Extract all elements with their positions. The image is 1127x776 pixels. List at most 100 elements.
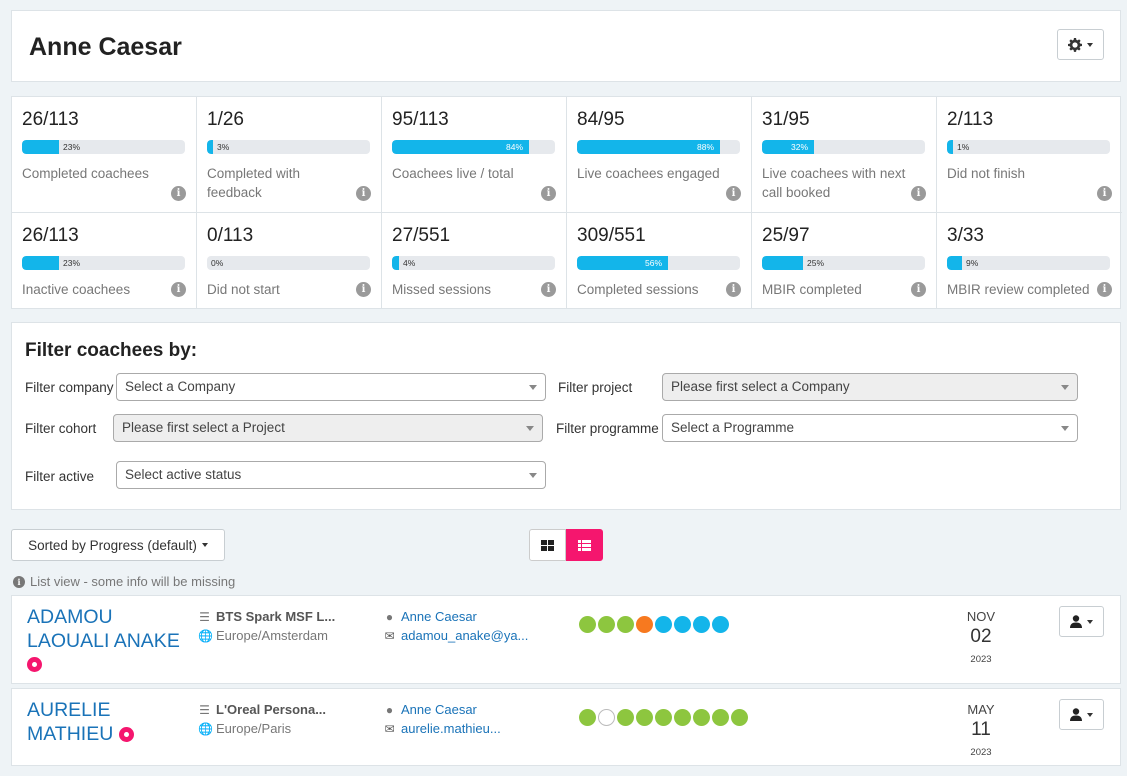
filter-project-select[interactable]: Please first select a Company bbox=[662, 373, 1078, 401]
filter-programme-select[interactable]: Select a Programme bbox=[662, 414, 1078, 442]
session-dot-done[interactable] bbox=[693, 709, 710, 726]
email-link[interactable]: adamou_anake@ya... bbox=[401, 628, 529, 643]
stat-card: 309/551 56% Completed sessions i bbox=[567, 213, 752, 309]
stat-value: 26/113 bbox=[22, 109, 79, 130]
stat-card: 1/26 3% Completed with feedback i bbox=[197, 97, 382, 213]
stat-value: 31/95 bbox=[762, 109, 810, 130]
info-icon[interactable]: i bbox=[541, 186, 556, 201]
timezone: Europe/Amsterdam bbox=[216, 628, 328, 643]
coachee-actions-button[interactable] bbox=[1059, 699, 1104, 730]
coachee-name-link[interactable]: ADAMOU LAOUALI ANAKE bbox=[27, 606, 180, 652]
progress-bar: 56% bbox=[577, 256, 740, 270]
date-block: NOV 02 2023 bbox=[961, 609, 1001, 665]
progress-percent: 3% bbox=[217, 142, 230, 152]
coachee-actions-button[interactable] bbox=[1059, 606, 1104, 637]
grid-view-button[interactable] bbox=[529, 529, 566, 561]
stat-value: 95/113 bbox=[392, 109, 449, 130]
info-icon[interactable]: i bbox=[911, 186, 926, 201]
info-icon: i bbox=[13, 575, 25, 588]
info-icon[interactable]: i bbox=[171, 186, 186, 201]
list-view-note: i List view - some info will be missing bbox=[13, 574, 235, 589]
session-dot-booked[interactable] bbox=[674, 616, 691, 633]
stat-label: Live coachees with next call booked bbox=[762, 166, 906, 200]
list-view-button[interactable] bbox=[566, 529, 603, 561]
date-year: 2023 bbox=[970, 654, 992, 665]
session-dot-booked[interactable] bbox=[712, 616, 729, 633]
info-icon[interactable]: i bbox=[1097, 186, 1112, 201]
coachee-name-cell: AURELIE MATHIEU bbox=[27, 699, 192, 746]
email-link[interactable]: aurelie.mathieu... bbox=[401, 721, 501, 736]
stat-card: 26/113 23% Completed coachees i bbox=[12, 97, 197, 213]
info-icon[interactable]: i bbox=[171, 282, 186, 297]
stat-value: 25/97 bbox=[762, 225, 810, 246]
stat-label: Completed with feedback bbox=[207, 166, 301, 200]
dropdown-arrow-icon bbox=[529, 473, 537, 478]
session-dot-booked[interactable] bbox=[693, 616, 710, 633]
stat-value: 84/95 bbox=[577, 109, 625, 130]
session-dot-done[interactable] bbox=[636, 709, 653, 726]
progress-bar: 4% bbox=[392, 256, 555, 270]
coach-link[interactable]: Anne Caesar bbox=[401, 609, 477, 624]
coach-link[interactable]: Anne Caesar bbox=[401, 702, 477, 717]
programme-name: BTS Spark MSF L... bbox=[216, 609, 336, 624]
session-dot-done[interactable] bbox=[579, 709, 596, 726]
settings-dropdown-button[interactable] bbox=[1057, 29, 1104, 60]
progress-fill bbox=[577, 256, 668, 270]
progress-bar: 23% bbox=[22, 140, 185, 154]
list-icon bbox=[578, 539, 591, 551]
coachee-row: ADAMOU LAOUALI ANAKE ☰ BTS Spark MSF L...… bbox=[11, 595, 1121, 684]
session-dot-done[interactable] bbox=[617, 616, 634, 633]
session-dot-done[interactable] bbox=[712, 709, 729, 726]
session-dot-missed[interactable] bbox=[636, 616, 653, 633]
user-icon bbox=[1070, 708, 1082, 721]
info-icon[interactable]: i bbox=[541, 282, 556, 297]
stat-value: 2/113 bbox=[947, 109, 994, 130]
sort-dropdown-button[interactable]: Sorted by Progress (default) bbox=[11, 529, 225, 561]
filter-active-select[interactable]: Select active status bbox=[116, 461, 546, 489]
stat-label: Completed coachees bbox=[22, 166, 149, 181]
progress-percent: 9% bbox=[966, 258, 979, 268]
info-icon[interactable]: i bbox=[1097, 282, 1112, 297]
filter-panel: Filter coachees by: Filter company Selec… bbox=[11, 322, 1121, 510]
info-icon[interactable]: i bbox=[911, 282, 926, 297]
filter-programme-label: Filter programme bbox=[556, 421, 659, 436]
filter-cohort-label: Filter cohort bbox=[25, 421, 97, 436]
session-dots bbox=[579, 616, 729, 633]
info-icon[interactable]: i bbox=[726, 186, 741, 201]
session-dot-done[interactable] bbox=[579, 616, 596, 633]
progress-bar: 32% bbox=[762, 140, 925, 154]
session-dot-done[interactable] bbox=[674, 709, 691, 726]
stat-label: MBIR completed bbox=[762, 282, 862, 297]
chevron-down-icon bbox=[1087, 619, 1093, 624]
envelope-icon: ✉ bbox=[384, 721, 395, 736]
stat-value: 0/113 bbox=[207, 225, 254, 246]
session-dot-done[interactable] bbox=[731, 709, 748, 726]
filter-company-select[interactable]: Select a Company bbox=[116, 373, 546, 401]
filter-cohort-select[interactable]: Please first select a Project bbox=[113, 414, 543, 442]
progress-bar: 23% bbox=[22, 256, 185, 270]
checklist-icon: ☰ bbox=[199, 609, 210, 624]
date-block: MAY 11 2023 bbox=[961, 702, 1001, 758]
stat-label: Did not finish bbox=[947, 166, 1026, 181]
stat-label: Did not start bbox=[207, 282, 280, 297]
progress-percent: 32% bbox=[790, 142, 808, 152]
progress-fill bbox=[392, 256, 399, 270]
session-dot-done[interactable] bbox=[655, 709, 672, 726]
coachee-name-link[interactable]: AURELIE MATHIEU bbox=[27, 699, 114, 745]
progress-percent: 0% bbox=[211, 258, 224, 268]
dropdown-arrow-icon bbox=[526, 426, 534, 431]
stats-grid: 26/113 23% Completed coachees i 1/26 3% Comple… bbox=[11, 96, 1122, 309]
progress-fill bbox=[207, 140, 213, 154]
info-icon[interactable]: i bbox=[726, 282, 741, 297]
view-toggle bbox=[529, 529, 603, 561]
stat-card: 27/551 4% Missed sessions i bbox=[382, 213, 567, 309]
session-dot-done[interactable] bbox=[598, 616, 615, 633]
info-icon[interactable]: i bbox=[356, 186, 371, 201]
filter-project-value: Please first select a Company bbox=[671, 379, 850, 394]
record-icon bbox=[27, 657, 42, 673]
info-icon[interactable]: i bbox=[356, 282, 371, 297]
session-dot-empty[interactable] bbox=[598, 709, 615, 726]
session-dot-done[interactable] bbox=[617, 709, 634, 726]
session-dot-booked[interactable] bbox=[655, 616, 672, 633]
globe-icon: 🌐 bbox=[198, 721, 213, 736]
